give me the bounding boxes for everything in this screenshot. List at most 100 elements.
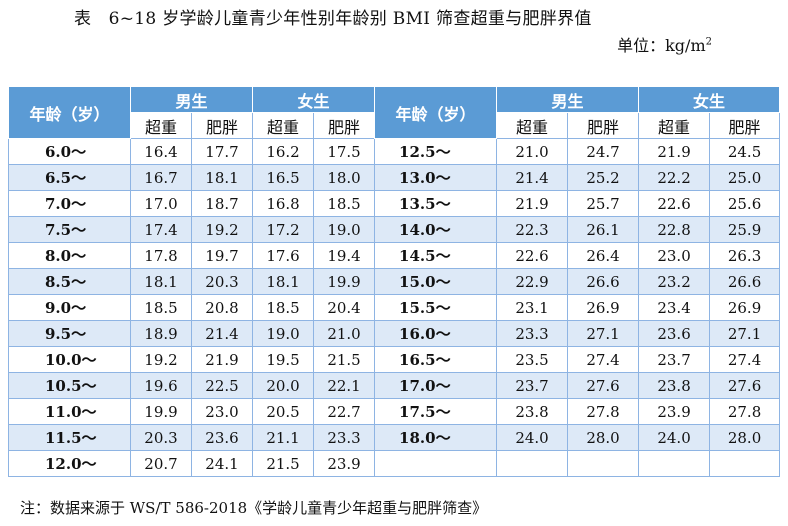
value-cell: 21.9 bbox=[638, 138, 711, 165]
value-cell: 22.5 bbox=[190, 372, 254, 399]
table-row: 11.0～ 19.9 23.0 20.5 22.7 17.5～ 23.8 27.8 23.9 27… bbox=[8, 398, 781, 425]
header-female-right: 女生 bbox=[638, 86, 781, 113]
header-overweight: 超重 bbox=[496, 112, 569, 139]
age-cell: 7.0～ bbox=[8, 190, 131, 217]
value-cell: 19.9 bbox=[130, 398, 192, 425]
value-cell: 16.7 bbox=[130, 164, 192, 191]
value-cell: 19.2 bbox=[130, 346, 192, 373]
unit-label: 单位：kg/m2 bbox=[617, 32, 712, 56]
header-overweight: 超重 bbox=[638, 112, 711, 139]
value-cell bbox=[638, 450, 711, 477]
value-cell: 19.6 bbox=[130, 372, 192, 399]
value-cell: 26.4 bbox=[567, 242, 640, 269]
value-cell: 23.5 bbox=[496, 346, 569, 373]
value-cell: 27.6 bbox=[709, 372, 781, 399]
value-cell: 23.8 bbox=[496, 398, 569, 425]
value-cell: 18.5 bbox=[313, 190, 376, 217]
value-cell: 26.6 bbox=[709, 268, 781, 295]
value-cell: 24.7 bbox=[567, 138, 640, 165]
value-cell: 22.6 bbox=[638, 190, 711, 217]
value-cell: 20.3 bbox=[130, 424, 192, 451]
header-age-right: 年龄（岁） bbox=[374, 86, 498, 139]
age-cell: 9.0～ bbox=[8, 294, 131, 321]
value-cell: 22.3 bbox=[496, 216, 569, 243]
value-cell: 23.0 bbox=[190, 398, 254, 425]
value-cell: 27.8 bbox=[567, 398, 640, 425]
age-cell: 15.0～ bbox=[374, 268, 498, 295]
age-cell: 16.5～ bbox=[374, 346, 498, 373]
value-cell: 23.9 bbox=[313, 450, 376, 477]
value-cell: 24.0 bbox=[496, 424, 569, 451]
value-cell: 26.1 bbox=[567, 216, 640, 243]
table-row: 9.0～ 18.5 20.8 18.5 20.4 15.5～ 23.1 26.9 23.4 26.… bbox=[8, 294, 781, 321]
value-cell: 21.9 bbox=[496, 190, 569, 217]
value-cell: 22.8 bbox=[638, 216, 711, 243]
value-cell: 27.4 bbox=[709, 346, 781, 373]
header-female-left: 女生 bbox=[252, 86, 376, 113]
value-cell: 26.3 bbox=[709, 242, 781, 269]
table-row: 7.5～ 17.4 19.2 17.2 19.0 14.0～ 22.3 26.1 22.8 25.… bbox=[8, 216, 781, 243]
value-cell: 19.5 bbox=[252, 346, 315, 373]
value-cell: 23.2 bbox=[638, 268, 711, 295]
header-obese: 肥胖 bbox=[190, 112, 254, 139]
value-cell: 27.4 bbox=[567, 346, 640, 373]
age-cell: 6.5～ bbox=[8, 164, 131, 191]
table-row: 9.5～ 18.9 21.4 19.0 21.0 16.0～ 23.3 27.1 23.6 27.… bbox=[8, 320, 781, 347]
age-cell: 9.5～ bbox=[8, 320, 131, 347]
table-body: 6.0～ 16.4 17.7 16.2 17.5 12.5～ 21.0 24.7 21.9 24.… bbox=[8, 138, 781, 477]
unit-superscript: 2 bbox=[705, 36, 712, 48]
value-cell: 26.9 bbox=[567, 294, 640, 321]
value-cell: 23.3 bbox=[313, 424, 376, 451]
table-row: 6.5～ 16.7 18.1 16.5 18.0 13.0～ 21.4 25.2 22.2 25.… bbox=[8, 164, 781, 191]
age-cell: 6.0～ bbox=[8, 138, 131, 165]
age-cell: 14.0～ bbox=[374, 216, 498, 243]
age-cell: 11.0～ bbox=[8, 398, 131, 425]
value-cell: 28.0 bbox=[709, 424, 781, 451]
age-cell: 17.0～ bbox=[374, 372, 498, 399]
header-obese: 肥胖 bbox=[567, 112, 640, 139]
value-cell: 20.7 bbox=[130, 450, 192, 477]
value-cell: 21.1 bbox=[252, 424, 315, 451]
value-cell: 24.1 bbox=[190, 450, 254, 477]
age-cell: 10.0～ bbox=[8, 346, 131, 373]
value-cell: 16.5 bbox=[252, 164, 315, 191]
value-cell: 16.8 bbox=[252, 190, 315, 217]
value-cell: 23.6 bbox=[190, 424, 254, 451]
age-cell: 14.5～ bbox=[374, 242, 498, 269]
header-row-sub: 超重 肥胖 超重 肥胖 超重 肥胖 超重 肥胖 bbox=[9, 112, 781, 139]
age-cell: 18.0～ bbox=[374, 424, 498, 451]
value-cell: 21.5 bbox=[313, 346, 376, 373]
table-row: 7.0～ 17.0 18.7 16.8 18.5 13.5～ 21.9 25.7 22.6 25.… bbox=[8, 190, 781, 217]
value-cell: 20.3 bbox=[190, 268, 254, 295]
value-cell: 18.5 bbox=[252, 294, 315, 321]
value-cell bbox=[567, 450, 640, 477]
table-row: 11.5～ 20.3 23.6 21.1 23.3 18.0～ 24.0 28.0 24.0 28… bbox=[8, 424, 781, 451]
age-cell: 12.0～ bbox=[8, 450, 131, 477]
value-cell: 25.0 bbox=[709, 164, 781, 191]
value-cell: 21.0 bbox=[313, 320, 376, 347]
value-cell: 23.1 bbox=[496, 294, 569, 321]
header-obese: 肥胖 bbox=[709, 112, 781, 139]
value-cell: 27.8 bbox=[709, 398, 781, 425]
age-cell: 8.5～ bbox=[8, 268, 131, 295]
value-cell: 22.9 bbox=[496, 268, 569, 295]
value-cell: 18.5 bbox=[130, 294, 192, 321]
value-cell: 20.5 bbox=[252, 398, 315, 425]
table-row: 8.0～ 17.8 19.7 17.6 19.4 14.5～ 22.6 26.4 23.0 26.… bbox=[8, 242, 781, 269]
value-cell: 18.1 bbox=[130, 268, 192, 295]
value-cell: 19.2 bbox=[190, 216, 254, 243]
value-cell: 18.9 bbox=[130, 320, 192, 347]
value-cell: 21.5 bbox=[252, 450, 315, 477]
age-cell: 11.5～ bbox=[8, 424, 131, 451]
value-cell: 17.5 bbox=[313, 138, 376, 165]
age-cell: 13.5～ bbox=[374, 190, 498, 217]
table-row: 10.0～ 19.2 21.9 19.5 21.5 16.5～ 23.5 27.4 23.7 27… bbox=[8, 346, 781, 373]
value-cell: 21.4 bbox=[190, 320, 254, 347]
age-cell: 16.0～ bbox=[374, 320, 498, 347]
value-cell: 19.0 bbox=[313, 216, 376, 243]
bmi-table: 年龄（岁） 男生 女生 年龄（岁） 男生 女生 超重 肥胖 超重 肥胖 超重 肥… bbox=[8, 86, 781, 477]
value-cell: 25.9 bbox=[709, 216, 781, 243]
header-age-left: 年龄（岁） bbox=[8, 86, 131, 139]
value-cell: 20.4 bbox=[313, 294, 376, 321]
value-cell bbox=[496, 450, 569, 477]
